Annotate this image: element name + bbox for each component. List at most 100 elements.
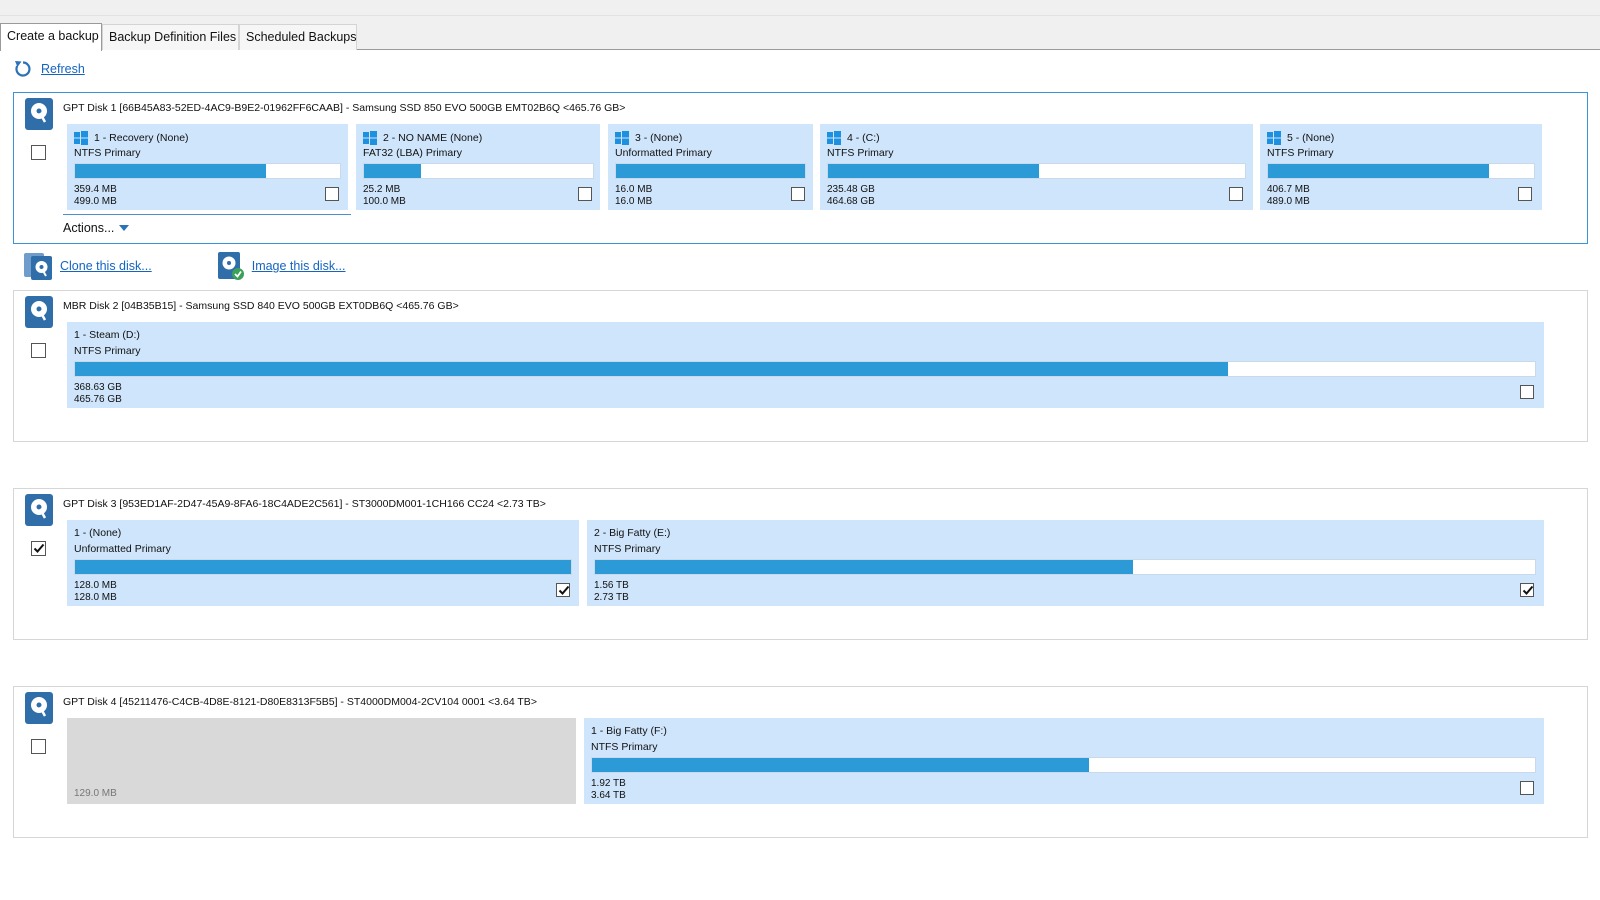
partition-5[interactable]: 5 - (None) NTFS Primary 406.7 MB 489.0 MB [1260, 124, 1542, 210]
refresh-control[interactable]: Refresh [13, 58, 85, 80]
usage-bar [1267, 163, 1535, 179]
total-size: 16.0 MB [615, 196, 653, 207]
partition-name: 1 - (None) [74, 527, 122, 539]
disk-icon [25, 296, 53, 328]
refresh-icon[interactable] [13, 59, 33, 79]
partition-type: FAT32 (LBA) Primary [363, 147, 462, 159]
disk-checkbox[interactable] [31, 145, 46, 160]
disk-title: GPT Disk 4 [45211476-C4CB-4D8E-8121-D80E… [63, 696, 537, 708]
usage-bar-fill [364, 164, 422, 178]
total-size: 100.0 MB [363, 196, 406, 207]
disk-title: MBR Disk 2 [04B35B15] - Samsung SSD 840 … [63, 300, 459, 312]
unallocated-space: 129.0 MB [67, 718, 576, 804]
partition-type: NTFS Primary [74, 345, 141, 357]
partition-2[interactable]: 2 - NO NAME (None) FAT32 (LBA) Primary 2… [356, 124, 600, 210]
tab-create-backup[interactable]: Create a backup [0, 23, 102, 51]
windows-icon [827, 131, 841, 145]
usage-bar-fill [75, 560, 571, 574]
partition-checkbox[interactable] [1520, 385, 1534, 399]
partition-3[interactable]: 3 - (None) Unformatted Primary 16.0 MB 16… [608, 124, 813, 210]
clone-disk-action[interactable]: Clone this disk... [22, 250, 152, 282]
partition-name: 1 - Big Fatty (F:) [591, 725, 667, 737]
tab-bar: Create a backup Backup Definition Files … [0, 16, 1600, 51]
usage-bar [615, 163, 806, 179]
partition-2[interactable]: 2 - Big Fatty (E:) NTFS Primary 1.56 TB 2… [587, 520, 1544, 606]
disk-icon [25, 494, 53, 526]
total-size: 464.68 GB [827, 196, 875, 207]
image-disk-action[interactable]: Image this disk... [214, 250, 346, 282]
usage-bar [591, 757, 1536, 773]
partition-1[interactable]: 1 - (None) Unformatted Primary 128.0 MB 1… [67, 520, 579, 606]
partition-type: NTFS Primary [594, 543, 661, 555]
usage-bar [74, 361, 1536, 377]
usage-bar [363, 163, 594, 179]
used-size: 406.7 MB [1267, 184, 1310, 195]
partition-checkbox[interactable] [325, 187, 339, 201]
total-size: 465.76 GB [74, 394, 122, 405]
disk-4-panel: GPT Disk 4 [45211476-C4CB-4D8E-8121-D80E… [13, 686, 1588, 838]
tab-backup-definition-files[interactable]: Backup Definition Files [102, 24, 239, 50]
total-size: 3.64 TB [591, 790, 626, 801]
usage-bar [594, 559, 1536, 575]
window-top-strip [0, 0, 1600, 16]
partition-name: 1 - Recovery (None) [94, 132, 189, 144]
partition-name: 2 - NO NAME (None) [383, 132, 483, 144]
total-size: 128.0 MB [74, 592, 117, 603]
partition-type: NTFS Primary [1267, 147, 1334, 159]
windows-icon [615, 131, 629, 145]
usage-bar-fill [75, 164, 266, 178]
refresh-link[interactable]: Refresh [41, 62, 85, 76]
partition-checkbox[interactable] [556, 583, 570, 597]
usage-bar-fill [1268, 164, 1489, 178]
usage-bar [74, 163, 341, 179]
used-size: 16.0 MB [615, 184, 653, 195]
image-disk-link[interactable]: Image this disk... [251, 259, 346, 273]
windows-icon [1267, 131, 1281, 145]
partition-name: 4 - (C:) [847, 132, 880, 144]
windows-icon [74, 131, 88, 145]
partition-type: NTFS Primary [591, 741, 658, 753]
disk-1-panel: GPT Disk 1 [66B45A83-52ED-4AC9-B9E2-0196… [13, 92, 1588, 244]
partition-1[interactable]: 1 - Steam (D:) NTFS Primary 368.63 GB 465… [67, 322, 1544, 408]
disk-icon [25, 692, 53, 724]
used-size: 359.4 MB [74, 184, 117, 195]
total-size: 499.0 MB [74, 196, 117, 207]
usage-bar [827, 163, 1246, 179]
used-size: 25.2 MB [363, 184, 401, 195]
partition-1[interactable]: 1 - Big Fatty (F:) NTFS Primary 1.92 TB 3… [584, 718, 1544, 804]
image-disk-icon[interactable] [214, 250, 246, 282]
tab-scheduled-backups[interactable]: Scheduled Backups [239, 24, 357, 50]
usage-bar-fill [595, 560, 1133, 574]
chevron-down-icon[interactable] [119, 225, 130, 231]
partition-name: 2 - Big Fatty (E:) [594, 527, 671, 539]
partition-type: Unformatted Primary [615, 147, 712, 159]
disk-title: GPT Disk 1 [66B45A83-52ED-4AC9-B9E2-0196… [63, 102, 626, 114]
usage-bar-fill [592, 758, 1089, 772]
disk-2-panel: MBR Disk 2 [04B35B15] - Samsung SSD 840 … [13, 290, 1588, 442]
actions-label[interactable]: Actions... [63, 221, 115, 235]
actions-dropdown[interactable]: Actions... [63, 214, 351, 235]
total-size: 2.73 TB [594, 592, 629, 603]
partition-name: 3 - (None) [635, 132, 683, 144]
usage-bar-fill [828, 164, 1040, 178]
disk-link-row: Clone this disk... Image this disk... [22, 250, 408, 282]
partition-checkbox[interactable] [578, 187, 592, 201]
disk-checkbox[interactable] [31, 541, 46, 556]
used-size: 1.56 TB [594, 580, 629, 591]
partition-checkbox[interactable] [1518, 187, 1532, 201]
partition-checkbox[interactable] [791, 187, 805, 201]
usage-bar-fill [75, 362, 1229, 376]
clone-disk-icon[interactable] [22, 250, 54, 282]
partition-4[interactable]: 4 - (C:) NTFS Primary 235.48 GB 464.68 GB [820, 124, 1253, 210]
checkmark-icon [33, 543, 45, 553]
partition-checkbox[interactable] [1520, 781, 1534, 795]
checkmark-icon [558, 585, 570, 595]
partition-checkbox[interactable] [1520, 583, 1534, 597]
partition-checkbox[interactable] [1229, 187, 1243, 201]
partition-1[interactable]: 1 - Recovery (None) NTFS Primary 359.4 M… [67, 124, 348, 210]
usage-bar-fill [616, 164, 805, 178]
clone-disk-link[interactable]: Clone this disk... [60, 259, 152, 273]
disk-checkbox[interactable] [31, 343, 46, 358]
total-size: 489.0 MB [1267, 196, 1310, 207]
disk-checkbox[interactable] [31, 739, 46, 754]
